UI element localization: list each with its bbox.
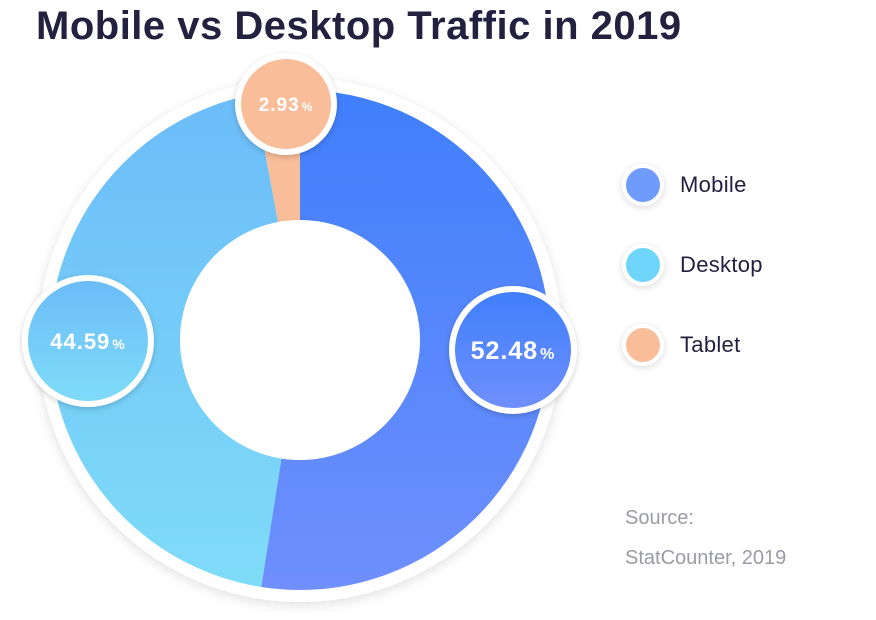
legend-label-desktop: Desktop xyxy=(680,252,763,277)
legend-label-tablet: Tablet xyxy=(680,332,741,357)
data-label-desktop: 44.59% xyxy=(50,329,126,354)
legend-label-mobile: Mobile xyxy=(680,172,747,197)
legend-swatch-tablet xyxy=(622,324,664,366)
legend-item-desktop: Desktop xyxy=(622,244,763,286)
data-label-value-desktop: 44.59 xyxy=(50,329,110,354)
badge-fill-desktop xyxy=(28,281,148,401)
data-label-value-tablet: 2.93 xyxy=(259,95,300,116)
source-note: Source: StatCounter, 2019 xyxy=(625,498,786,578)
data-label-unit-tablet: % xyxy=(302,100,314,114)
badge-fill-mobile xyxy=(455,292,571,408)
legend-swatch-mobile xyxy=(622,164,664,206)
source-line-2: StatCounter, 2019 xyxy=(625,547,787,569)
data-label-unit-desktop: % xyxy=(112,336,125,352)
value-badge-mobile: 52.48% xyxy=(449,286,577,414)
donut-slice-desktop xyxy=(49,94,300,587)
value-badge-desktop: 44.59% xyxy=(22,275,154,407)
source-line-1: Source: xyxy=(625,507,694,529)
data-label-value-mobile: 52.48 xyxy=(471,337,539,365)
data-label-mobile: 52.48% xyxy=(471,337,556,365)
data-label-tablet: 2.93% xyxy=(259,95,314,116)
value-badge-tablet: 2.93% xyxy=(235,53,337,155)
legend-item-mobile: Mobile xyxy=(622,164,763,206)
legend: Mobile Desktop Tablet xyxy=(622,164,763,405)
legend-swatch-desktop xyxy=(622,244,664,286)
chart-title: Mobile vs Desktop Traffic in 2019 xyxy=(36,4,682,48)
badge-fill-tablet xyxy=(241,59,331,149)
data-label-unit-mobile: % xyxy=(540,346,555,363)
donut-hole xyxy=(180,220,420,460)
legend-item-tablet: Tablet xyxy=(622,324,763,366)
